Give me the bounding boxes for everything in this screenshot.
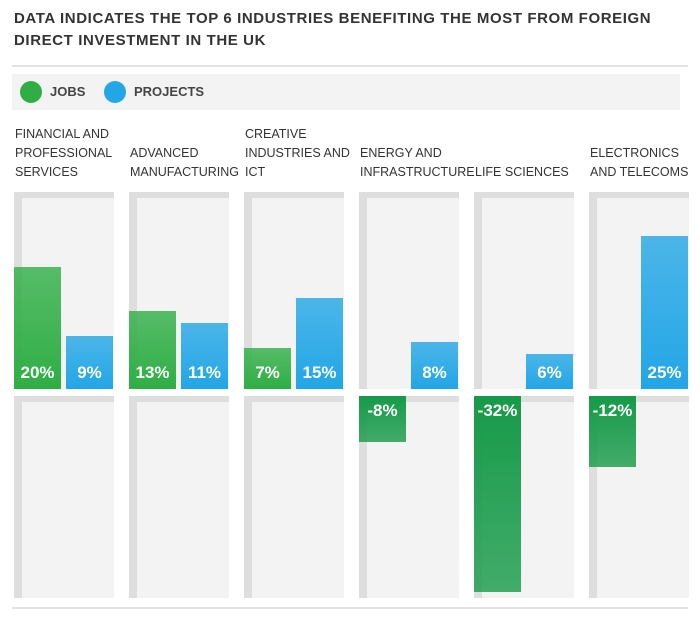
bar xyxy=(14,266,61,389)
bar xyxy=(244,348,291,389)
bar xyxy=(411,341,458,389)
category-label: CREATIVE INDUSTRIES AND ICT xyxy=(245,127,350,179)
panel xyxy=(359,192,459,389)
bar xyxy=(359,395,406,442)
divider xyxy=(12,65,688,67)
bar xyxy=(526,354,573,389)
value-label: 15% xyxy=(302,362,337,382)
panel xyxy=(244,395,344,598)
value-label: 25% xyxy=(647,362,682,382)
divider xyxy=(12,607,688,609)
category-label: LIFE SCIENCES xyxy=(475,165,569,179)
bar xyxy=(296,298,343,389)
value-label: 9% xyxy=(77,362,102,382)
value-label: 13% xyxy=(135,362,170,382)
panel xyxy=(129,395,229,598)
legend-label: PROJECTS xyxy=(134,84,205,99)
bar xyxy=(66,335,113,389)
value-label: -8% xyxy=(367,400,398,420)
bar xyxy=(641,235,688,389)
value-label: -12% xyxy=(592,400,633,420)
value-label: 6% xyxy=(537,362,562,382)
category-label: FINANCIAL AND PROFESSIONAL SERVICES xyxy=(15,127,112,179)
panel xyxy=(14,395,114,598)
bar xyxy=(474,395,521,592)
value-label: -32% xyxy=(477,400,518,420)
value-label: 8% xyxy=(422,362,447,382)
legend-marker xyxy=(104,81,126,103)
bar xyxy=(181,323,228,389)
bar xyxy=(129,310,176,389)
category-label: ADVANCED MANUFACTURING xyxy=(130,146,240,179)
bar xyxy=(589,395,636,467)
legend-marker xyxy=(20,81,42,103)
category-label: ELECTRONICS AND TELECOMS xyxy=(590,146,689,179)
legend-label: JOBS xyxy=(50,84,86,99)
value-label: 7% xyxy=(255,362,280,382)
category-label: ENERGY AND INFRASTRUCTURE xyxy=(360,146,475,179)
value-label: 20% xyxy=(20,362,55,382)
value-label: 11% xyxy=(187,362,222,382)
chart-title: DATA INDICATES THE TOP 6 INDUSTRIES BENE… xyxy=(14,10,652,49)
legend: JOBS PROJECTS xyxy=(12,74,680,110)
